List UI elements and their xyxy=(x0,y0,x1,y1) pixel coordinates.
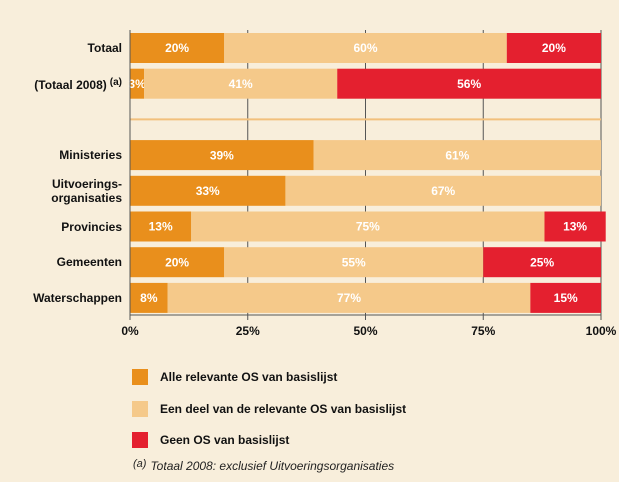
legend-label: Een deel van de relevante OS van basisli… xyxy=(160,401,407,416)
legend-label: Alle relevante OS van basislijst xyxy=(160,370,338,384)
value-label: 33% xyxy=(196,184,220,198)
value-label: 60% xyxy=(353,41,377,55)
value-label: 8% xyxy=(140,291,158,305)
value-label: 20% xyxy=(542,41,566,55)
bar-segment xyxy=(130,68,145,99)
x-tick-label: 50% xyxy=(353,324,377,338)
legend-swatch xyxy=(132,432,148,448)
x-tick-label: 75% xyxy=(471,324,495,338)
bar-segment xyxy=(224,247,484,278)
value-label: 39% xyxy=(210,148,234,162)
bar-segment xyxy=(130,33,225,63)
value-label: 55% xyxy=(342,255,366,269)
legend-swatch xyxy=(132,369,148,385)
value-label: 3% xyxy=(128,77,146,91)
value-label: 41% xyxy=(229,77,253,91)
bar-segment xyxy=(483,247,601,278)
category-label: (Totaal 2008) (a) xyxy=(34,76,122,92)
bar-segment xyxy=(313,140,601,171)
bar-segment xyxy=(130,282,168,313)
bar-segment xyxy=(191,211,545,242)
bar-segment xyxy=(167,282,531,313)
category-label: Uitvoerings- organisaties xyxy=(51,176,122,205)
bar-segment xyxy=(130,211,192,242)
value-label: 13% xyxy=(563,220,587,234)
value-label: 56% xyxy=(457,77,481,91)
value-label: 67% xyxy=(431,184,455,198)
bar-segment xyxy=(130,175,286,206)
value-label: 20% xyxy=(165,255,189,269)
footnote-text: Totaal 2008: exclusief Uitvoeringsorgani… xyxy=(150,459,395,473)
value-label: 77% xyxy=(337,291,361,305)
legend-swatch xyxy=(132,400,148,417)
category-label: Gemeenten xyxy=(56,255,122,270)
value-label: 20% xyxy=(165,41,189,55)
footnote-marker: (a) xyxy=(133,458,147,470)
category-label: Provincies xyxy=(61,219,122,234)
value-label: 25% xyxy=(530,255,554,269)
bar-segment xyxy=(544,211,606,242)
footnote-marker: (a) xyxy=(109,76,122,88)
x-tick-label: 100% xyxy=(586,324,617,338)
bar-segment xyxy=(506,33,601,63)
bar-segment xyxy=(337,68,601,99)
footnote: (a) Totaal 2008: exclusief Uitvoeringsorg… xyxy=(133,458,394,473)
bar-segment xyxy=(224,33,507,63)
bar-segment xyxy=(530,282,601,313)
x-tick-label: 0% xyxy=(121,324,139,338)
legend-label: Geen OS van basislijst xyxy=(160,433,290,447)
value-label: 61% xyxy=(445,148,469,162)
bar-segment xyxy=(130,140,314,171)
value-label: 13% xyxy=(149,220,173,234)
bar-segment xyxy=(144,68,338,99)
category-label: Totaal xyxy=(87,41,122,55)
x-tick-label: 25% xyxy=(236,324,260,338)
category-label: Waterschappen xyxy=(33,290,122,305)
bar-segment xyxy=(285,175,601,206)
bar-segment xyxy=(130,247,225,278)
category-label: Ministeries xyxy=(59,148,122,163)
value-label: 75% xyxy=(356,220,380,234)
value-label: 15% xyxy=(554,291,578,305)
